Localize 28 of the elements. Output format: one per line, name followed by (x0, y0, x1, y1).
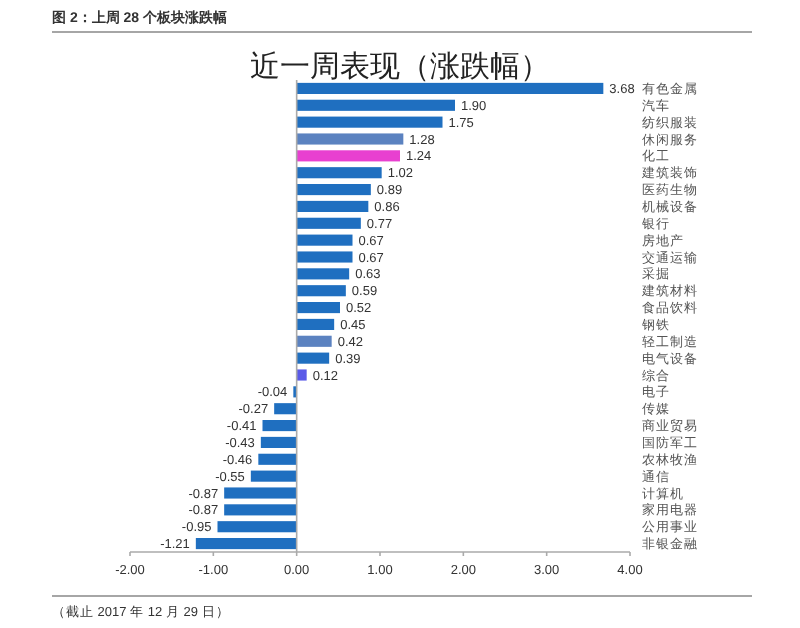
bar (217, 521, 297, 533)
bar (296, 133, 404, 145)
bar (296, 116, 443, 128)
bar (224, 487, 297, 499)
bar (296, 302, 340, 314)
bar (296, 150, 400, 162)
chart-title: 近一周表现（涨跌幅） (250, 50, 550, 84)
bar (296, 99, 455, 111)
bar (296, 335, 332, 347)
bar (296, 251, 353, 263)
bar (296, 167, 382, 179)
bar (296, 234, 353, 246)
bar (224, 504, 297, 516)
bar (296, 352, 330, 364)
bar (250, 470, 297, 482)
bar (296, 369, 307, 381)
bar (274, 403, 297, 415)
bar (296, 200, 369, 212)
bar (260, 436, 297, 448)
bar (296, 184, 371, 196)
bar (195, 538, 297, 550)
bar (262, 420, 297, 432)
bar (258, 453, 297, 465)
bar (296, 217, 361, 229)
bar (296, 82, 604, 94)
bar (296, 285, 346, 297)
bar (296, 268, 350, 280)
bar (296, 318, 335, 330)
